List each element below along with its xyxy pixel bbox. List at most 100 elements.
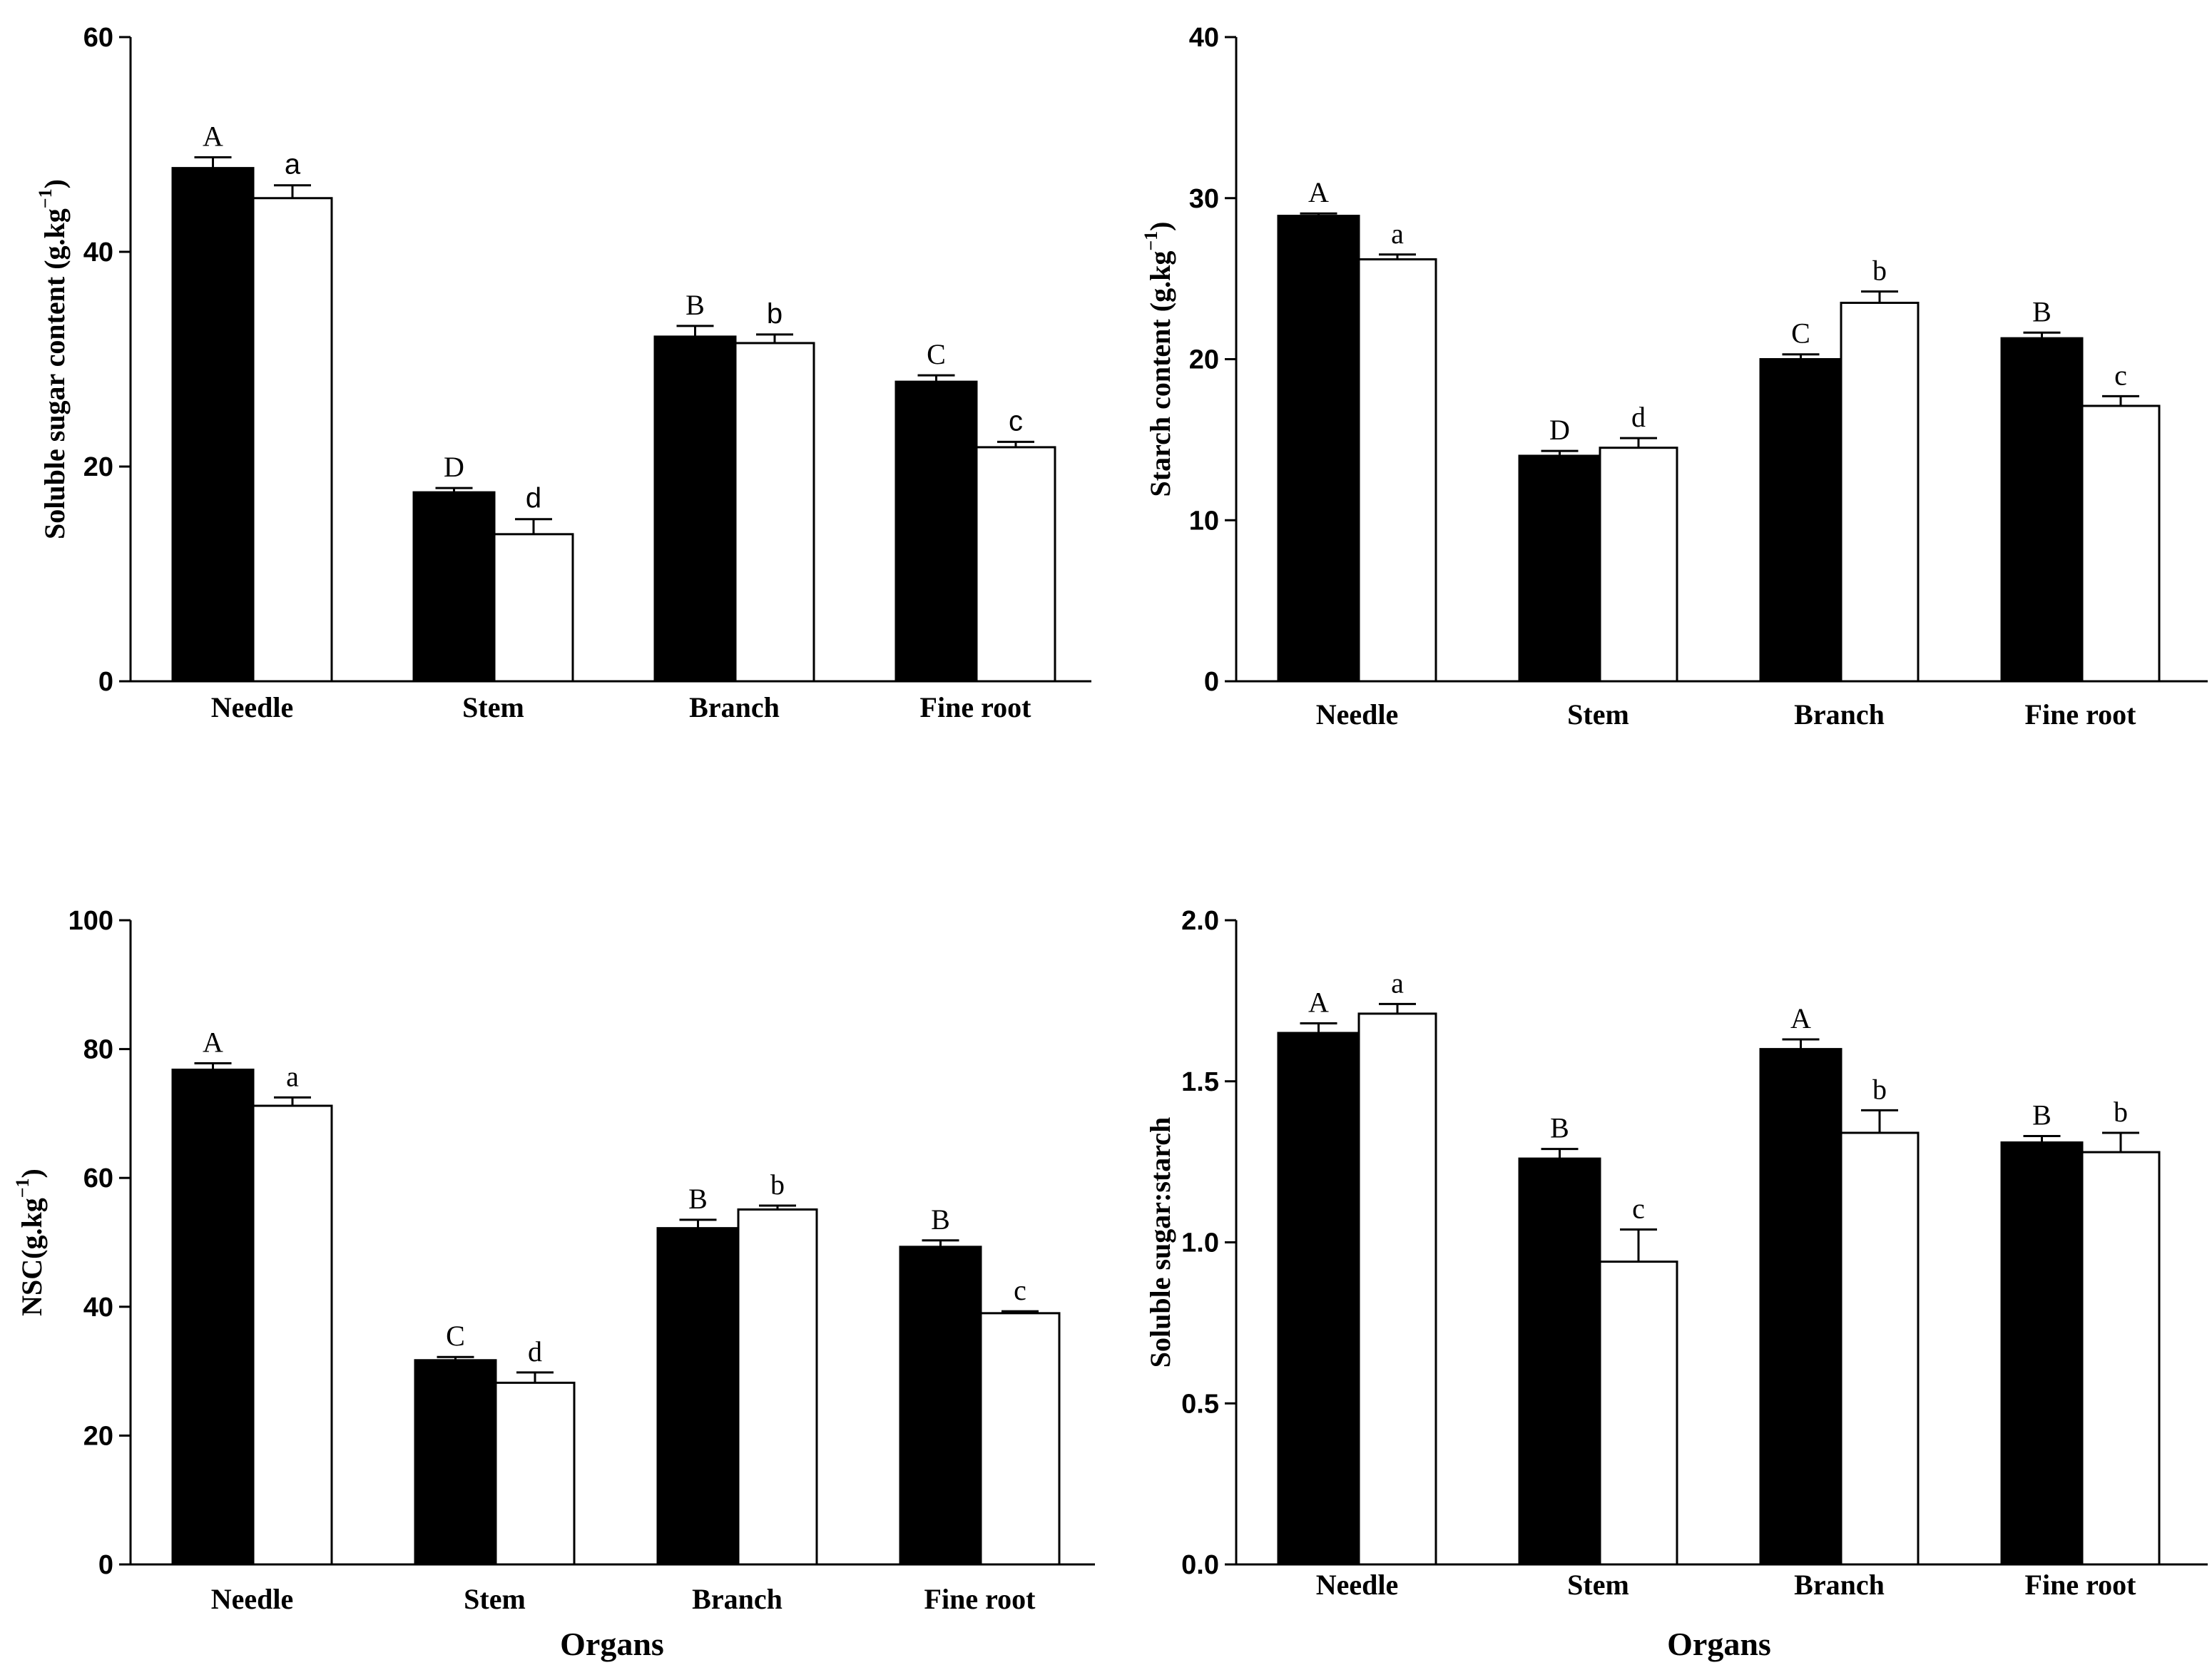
bar-fine-root-series-2 <box>2081 1151 2161 1566</box>
y-axis-label-main: Starch content (g.kg <box>1144 251 1176 497</box>
y-tick-label: 80 <box>83 1035 113 1065</box>
x-category-label: Needle <box>211 691 294 723</box>
bar-needle-series-1 <box>1277 215 1360 683</box>
bar-stem-series-1 <box>412 491 496 683</box>
bar-needle-series-1 <box>171 1068 255 1566</box>
y-tick-label: 0.0 <box>1181 1550 1219 1580</box>
x-category-label: Fine root <box>924 1583 1036 1615</box>
bar-fine-root-series-2 <box>979 1312 1061 1566</box>
significance-letter: D <box>444 451 464 483</box>
y-axis-label-superscript: −1 <box>35 188 56 208</box>
y-tick-label: 1.5 <box>1181 1067 1219 1097</box>
significance-letter: A <box>1790 1002 1811 1034</box>
significance-letter: A <box>203 1026 223 1058</box>
significance-letter: C <box>446 1320 465 1352</box>
significance-letter: c <box>2114 359 2127 391</box>
y-tick-label: 60 <box>83 23 113 53</box>
significance-letter: c <box>1632 1192 1645 1224</box>
y-axis-label-main: Soluble sugar:starch <box>1144 1117 1176 1368</box>
bar-branch-series-1 <box>656 1227 740 1566</box>
y-axis-label-superscript: −1 <box>1141 231 1161 251</box>
x-category-label: Stem <box>464 1583 526 1615</box>
significance-letter: B <box>1550 1112 1569 1144</box>
significance-letter: B <box>685 289 705 321</box>
bar-stem-series-1 <box>1518 1157 1601 1566</box>
x-category-label: Needle <box>211 1583 294 1615</box>
x-axis-label: Organs <box>560 1626 664 1662</box>
significance-letter: B <box>688 1183 708 1215</box>
x-category-label: Needle <box>1316 1569 1399 1601</box>
y-tick-label: 0 <box>1204 667 1219 697</box>
y-tick-label: 20 <box>83 452 113 482</box>
bar-stem-series-2 <box>494 1381 576 1566</box>
y-axis-label-superscript: −1 <box>12 1178 33 1198</box>
bar-fine-root-series-2 <box>975 446 1056 683</box>
y-tick-label: 10 <box>1189 506 1219 536</box>
significance-letter: A <box>1308 176 1329 208</box>
y-axis-label-close: ) <box>16 1169 48 1178</box>
bar-needle-series-2 <box>1357 258 1437 683</box>
y-tick-label: 100 <box>68 906 113 936</box>
significance-letter: a <box>286 1060 299 1092</box>
bar-branch-series-1 <box>1759 1048 1843 1566</box>
significance-letter: a <box>1391 218 1404 250</box>
x-category-label: Branch <box>1794 698 1885 730</box>
chart-panel-2: 0 10 20 30 40 Starch content (g.kg−1) Aa Needle… <box>1141 23 2208 730</box>
significance-letter: B <box>2032 1099 2052 1131</box>
y-axis-label: NSC(g.kg−1) <box>12 1169 48 1316</box>
x-category-label: Fine root <box>2025 698 2137 730</box>
y-axis-label: Soluble sugar:starch <box>1144 1117 1176 1368</box>
significance-letter: A <box>203 121 223 153</box>
significance-letter: a <box>1391 967 1404 999</box>
bar-fine-root-series-1 <box>899 1246 982 1566</box>
y-axis-label: Starch content (g.kg−1) <box>1141 222 1176 497</box>
significance-letter: a <box>285 149 301 180</box>
significance-letter: d <box>526 483 541 514</box>
y-tick-label: 30 <box>1189 184 1219 214</box>
y-tick-label: 40 <box>83 238 113 268</box>
significance-letter: c <box>1009 405 1023 437</box>
y-tick-label: 40 <box>83 1293 113 1323</box>
x-category-label: Fine root <box>920 691 1032 723</box>
bar-branch-series-1 <box>653 335 737 683</box>
bar-needle-series-1 <box>171 167 255 683</box>
bar-needle-series-2 <box>1357 1012 1437 1566</box>
significance-letter: B <box>2032 295 2052 327</box>
significance-letter: B <box>931 1203 950 1236</box>
bar-stem-series-2 <box>493 533 574 683</box>
y-axis-label-close: ) <box>39 179 71 188</box>
y-tick-label: 0 <box>98 667 113 697</box>
chart-panel-3: 0 20 40 60 80 100 NSC(g.kg−1) Aa Needle C d Stem B b B… <box>12 906 1095 1662</box>
x-category-label: Branch <box>692 1583 783 1615</box>
bar-fine-root-series-1 <box>2000 337 2084 683</box>
y-tick-label: 40 <box>1189 23 1219 53</box>
chart-panel-1: 0 20 40 60 Soluble sugar content (g.kg−1) Aa N… <box>35 23 1091 723</box>
y-axis-label-main: Soluble sugar content (g.kg <box>39 208 71 539</box>
y-tick-label: 0.5 <box>1181 1389 1219 1419</box>
y-tick-label: 60 <box>83 1164 113 1193</box>
bar-branch-series-2 <box>1840 301 1920 683</box>
bar-needle-series-2 <box>252 1104 333 1566</box>
chart-panel-4: 0.0 0.5 1.0 1.5 2.0 Soluble sugar:starch Aa Nee… <box>1144 906 2208 1662</box>
bar-stem-series-2 <box>1599 1261 1678 1566</box>
y-tick-label: 1.0 <box>1181 1228 1219 1258</box>
bar-fine-root-series-1 <box>895 380 978 683</box>
significance-letter: b <box>770 1169 785 1201</box>
x-category-label: Stem <box>462 691 524 723</box>
x-category-label: Branch <box>689 691 780 723</box>
significance-letter: b <box>2114 1096 2128 1128</box>
bar-branch-series-1 <box>1759 358 1843 683</box>
bar-stem-series-1 <box>1518 454 1601 683</box>
y-tick-label: 0 <box>98 1550 113 1580</box>
x-category-label: Stem <box>1567 698 1629 730</box>
bar-branch-series-2 <box>734 342 815 683</box>
significance-letter: C <box>927 338 946 370</box>
x-category-label: Stem <box>1567 1569 1629 1601</box>
y-axis-label-close: ) <box>1144 222 1176 231</box>
significance-letter: C <box>1791 317 1810 350</box>
significance-letter: b <box>767 298 783 330</box>
significance-letter: b <box>1872 255 1887 287</box>
bar-stem-series-2 <box>1599 447 1678 683</box>
bar-stem-series-1 <box>414 1359 497 1566</box>
